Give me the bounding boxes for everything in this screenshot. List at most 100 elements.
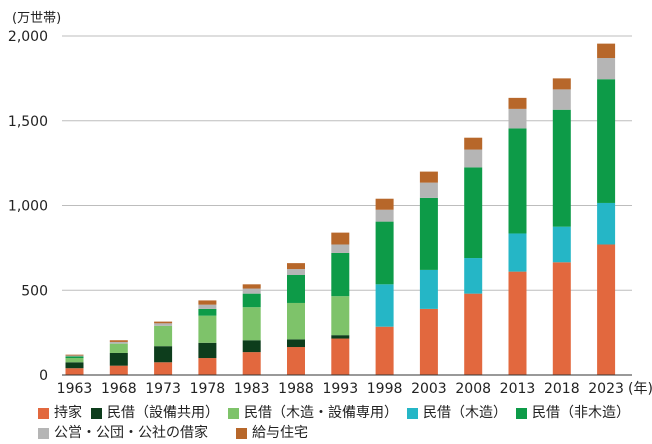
x-tick-label: 2018	[544, 381, 580, 397]
bar-segment	[198, 315, 217, 343]
legend-item: 民借（木造・設備専用）	[228, 403, 398, 423]
y-tick-label: 0	[39, 368, 48, 384]
bar-segment	[375, 198, 394, 210]
bar-segment	[65, 354, 84, 356]
legend-item: 公営・公団・公社の借家	[38, 423, 208, 443]
bar-segment	[154, 323, 173, 326]
bar-segment	[287, 302, 305, 340]
bar-segment	[65, 358, 84, 363]
legend-swatch	[228, 407, 239, 419]
bar-segment	[65, 362, 84, 369]
bar-segment	[109, 365, 128, 375]
legend-item: 給与住宅	[236, 423, 308, 443]
x-tick-label: 1963	[57, 381, 93, 397]
x-tick-label: 2008	[455, 381, 491, 397]
x-tick-label: 1983	[234, 381, 270, 397]
bar-segment	[242, 352, 261, 375]
legend-label: 給与住宅	[252, 425, 308, 441]
legend-row: 公営・公団・公社の借家 給与住宅	[38, 423, 650, 443]
bar-segment	[419, 197, 438, 270]
bar-segment	[198, 300, 217, 305]
x-axis-ticks: 1963 1968 1973 1978 1983 1988 1993 1998 2003 2008…	[57, 381, 624, 397]
bar-segment	[464, 167, 483, 259]
x-axis-unit-label: (年)	[628, 381, 652, 397]
bar-segment	[331, 252, 350, 297]
legend-label: 持家	[54, 405, 82, 421]
bar-segment	[508, 108, 527, 129]
y-tick-label: 2,000	[8, 29, 48, 45]
legend-swatch	[38, 427, 49, 439]
bar-segment	[597, 43, 616, 59]
bar-segment	[287, 269, 305, 275]
bars	[65, 43, 616, 375]
bar-segment	[331, 338, 350, 375]
bar-segment	[154, 321, 173, 324]
bar-segment	[552, 89, 571, 110]
bar-segment	[154, 346, 173, 363]
legend-swatch	[516, 407, 527, 419]
bar-segment	[508, 97, 527, 109]
bar-segment	[508, 233, 527, 272]
y-axis-ticks: 0 500 1,000 1,500 2,000	[8, 29, 48, 384]
bar-segment	[419, 171, 438, 183]
bar-segment	[331, 244, 350, 253]
bar-segment	[198, 304, 217, 309]
bar-segment	[109, 340, 128, 342]
legend-swatch	[407, 407, 418, 419]
bar-segment	[198, 358, 217, 375]
bar-segment	[331, 232, 350, 245]
x-tick-label: 1978	[190, 381, 226, 397]
x-tick-label: 1968	[101, 381, 137, 397]
x-tick-label: 2013	[500, 381, 536, 397]
bar-segment	[287, 263, 305, 270]
bar-segment	[552, 226, 571, 263]
bar-segment	[508, 128, 527, 234]
bar-segment	[508, 271, 527, 375]
bar-segment	[375, 284, 394, 327]
bar-segment	[419, 182, 438, 198]
legend-item: 民借（設備共用）	[91, 403, 219, 423]
legend: 持家 民借（設備共用） 民借（木造・設備専用） 民借（木造） 民借（非木造） 公営・公団…	[38, 403, 650, 443]
bar-segment	[331, 335, 350, 339]
x-tick-label: 1973	[145, 381, 181, 397]
bar-segment	[464, 149, 483, 168]
bar-segment	[597, 202, 616, 245]
bar-segment	[552, 109, 571, 227]
legend-label: 公営・公団・公社の借家	[54, 425, 208, 441]
legend-item: 持家	[38, 403, 82, 423]
bar-segment	[242, 307, 261, 341]
x-tick-label: 1998	[367, 381, 403, 397]
legend-item: 民借（木造）	[407, 403, 507, 423]
y-tick-label: 1,000	[8, 199, 48, 215]
bar-segment	[464, 293, 483, 375]
bar-segment	[419, 308, 438, 375]
legend-swatch	[91, 407, 102, 419]
bar-segment	[109, 343, 128, 353]
legend-label: 民借（非木造）	[532, 405, 630, 421]
legend-swatch	[38, 407, 49, 419]
legend-label: 民借（設備共用）	[107, 405, 219, 421]
bar-segment	[375, 326, 394, 375]
bar-segment	[464, 137, 483, 150]
bar-segment	[242, 284, 261, 289]
y-tick-label: 1,500	[8, 114, 48, 130]
bar-segment	[375, 209, 394, 222]
bar-segment	[242, 288, 261, 294]
bar-segment	[464, 258, 483, 294]
x-tick-label: 2023	[588, 381, 624, 397]
bar-segment	[375, 221, 394, 285]
bar-segment	[65, 356, 84, 359]
bar-segment	[597, 244, 616, 375]
bar-segment	[287, 274, 305, 303]
bar-segment	[419, 269, 438, 309]
bar-segment	[154, 362, 173, 375]
y-tick-label: 500	[21, 283, 48, 299]
bar-segment	[597, 79, 616, 203]
legend-item: 民借（非木造）	[516, 403, 630, 423]
bar-segment	[597, 58, 616, 80]
bar-segment	[154, 325, 173, 347]
legend-label: 民借（木造）	[423, 405, 507, 421]
bar-segment	[109, 352, 128, 366]
bar-segment	[552, 262, 571, 375]
